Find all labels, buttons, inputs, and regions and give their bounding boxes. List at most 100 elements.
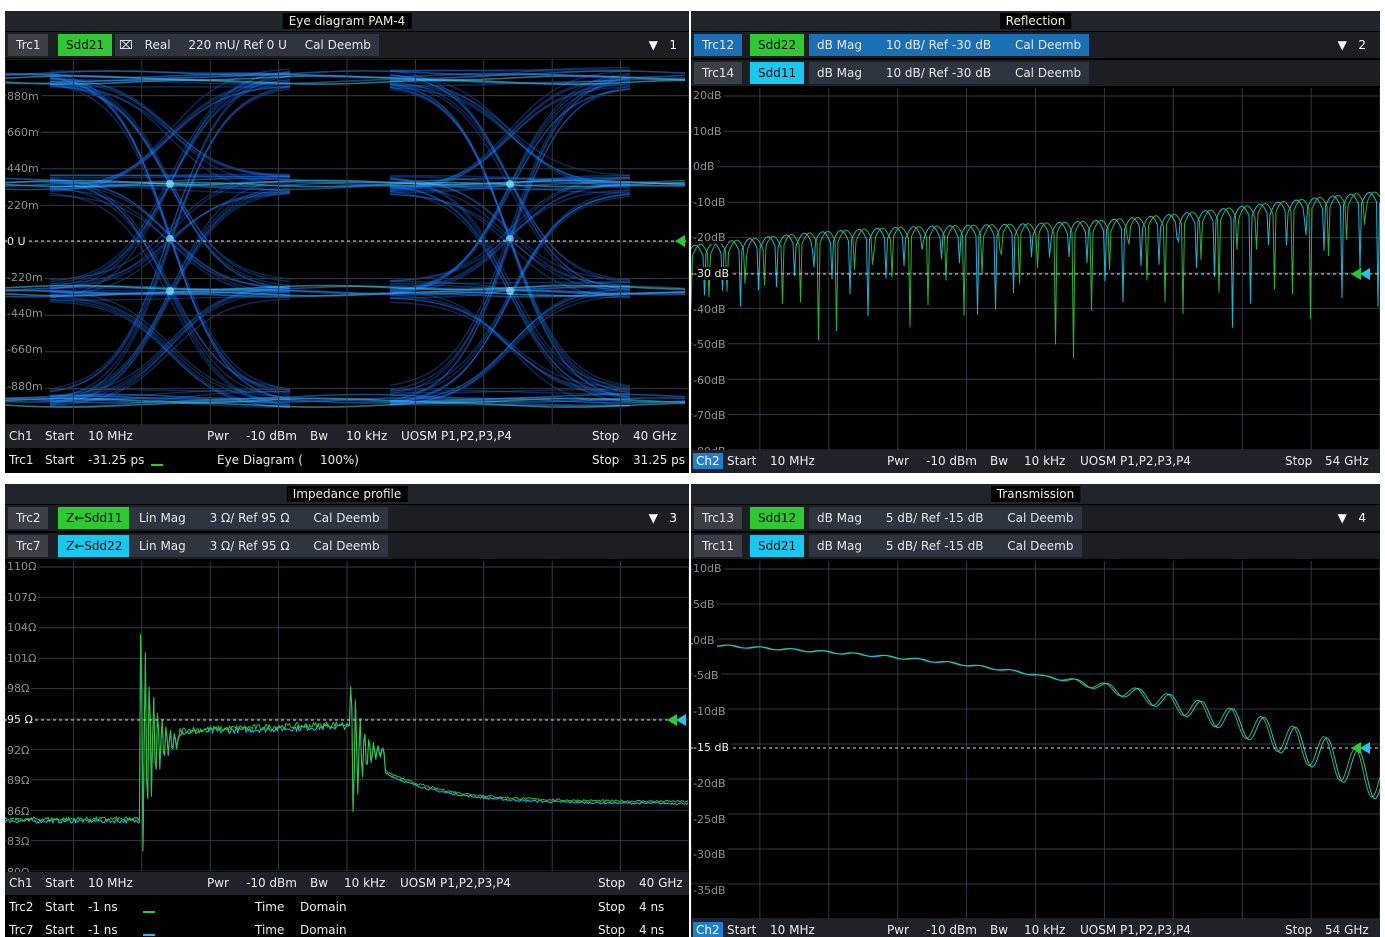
power-value[interactable]: -10 dBm — [926, 923, 977, 937]
trace-info-chip[interactable]: dB Mag 5 dB/ Ref -15 dB Cal Deemb — [809, 535, 1082, 557]
channel-label[interactable]: Ch2 — [693, 922, 723, 937]
trace-format: Real — [144, 38, 171, 52]
trace-line — [389, 295, 631, 406]
trace-info-chip[interactable]: dB Mag 5 dB/ Ref -15 dB Cal Deemb — [809, 507, 1082, 529]
channel-label[interactable]: Ch1 — [9, 876, 33, 890]
start-value[interactable]: 10 MHz — [770, 454, 815, 468]
stop-value[interactable]: 54 GHz — [1325, 923, 1369, 937]
stop-value[interactable]: 31.25 ps — [633, 453, 686, 467]
eye-crossing — [166, 180, 174, 188]
trace-name-chip[interactable]: Trc1 — [8, 34, 49, 56]
trace-row-trc14[interactable]: Trc14 Sdd11 dB Mag 10 dB/ Ref -30 dB Cal… — [691, 60, 1380, 86]
power-value[interactable]: -10 dBm — [246, 876, 297, 890]
trace-label[interactable]: Trc7 — [9, 923, 34, 937]
diagram-number-dropdown[interactable]: ▼ 1 — [649, 35, 677, 55]
trace-label[interactable]: Trc2 — [9, 900, 34, 914]
ports-value[interactable]: UOSM P1,P2,P3,P4 — [401, 429, 512, 443]
power-value[interactable]: -10 dBm — [926, 454, 977, 468]
trace-param-chip[interactable]: Sdd11 — [750, 62, 805, 84]
trace-name-chip[interactable]: Trc14 — [694, 62, 743, 84]
trace-row-trc11[interactable]: Trc11 Sdd21 dB Mag 5 dB/ Ref -15 dB Cal … — [691, 533, 1380, 559]
trace-line — [5, 633, 689, 850]
trace-info-chip[interactable]: Lin Mag 3 Ω/ Ref 95 Ω Cal Deemb — [129, 535, 388, 557]
reference-marker-icon[interactable] — [1360, 268, 1370, 280]
sweep-mode[interactable]: Eye Diagram ( — [217, 453, 303, 467]
trace-param-chip[interactable]: Sdd22 — [750, 34, 805, 56]
ports-value[interactable]: UOSM P1,P2,P3,P4 — [1080, 454, 1191, 468]
trace-row-trc12[interactable]: Trc12 Sdd22 dB Mag 10 dB/ Ref -30 dB Cal… — [691, 32, 1380, 58]
trace-line — [389, 74, 631, 386]
start-value[interactable]: -31.25 ps — [88, 453, 145, 467]
diagram-number-dropdown[interactable]: ▼ 4 — [1338, 508, 1366, 528]
reference-marker-icon[interactable] — [667, 714, 677, 726]
trace-info-chip[interactable]: dB Mag 10 dB/ Ref -30 dB Cal Deemb — [809, 62, 1090, 84]
stop-value[interactable]: 40 GHz — [639, 876, 683, 890]
stop-value[interactable]: 4 ns — [639, 900, 665, 914]
reflection-plot-area[interactable]: 20dB 10dB 0dB -10dB -20dB -30 dB -40dB -50dB -60… — [691, 88, 1380, 458]
diagram-reflection[interactable]: Reflection Trc12 Sdd22 dB Mag 10 dB/ Ref… — [691, 11, 1380, 473]
reference-marker-icon[interactable] — [1360, 742, 1370, 754]
trace-param-chip[interactable]: Sdd12 — [750, 507, 805, 529]
diagram-number-dropdown[interactable]: ▼ 2 — [1338, 35, 1366, 55]
diagram-number-dropdown[interactable]: ▼ 3 — [649, 508, 677, 528]
stop-value[interactable]: 54 GHz — [1325, 454, 1369, 468]
bandwidth-value[interactable]: 10 kHz — [344, 876, 386, 890]
y-axis-label: 880m — [7, 90, 41, 103]
trace-row-trc7[interactable]: Trc7 Z←Sdd22 Lin Mag 3 Ω/ Ref 95 Ω Cal D… — [5, 533, 689, 559]
trace-line — [389, 177, 631, 388]
bandwidth-value[interactable]: 10 kHz — [346, 429, 388, 443]
trace-line — [49, 298, 291, 408]
bandwidth-value[interactable]: 10 kHz — [1024, 454, 1066, 468]
trace-footer-trc2: Trc2 Start -1 ns Time Domain Stop 4 ns — [5, 896, 689, 919]
diagram-transmission[interactable]: Transmission Trc13 Sdd12 dB Mag 5 dB/ Re… — [691, 484, 1380, 937]
transmission-plot-area[interactable]: 10dB 5dB 0dB -5dB -10dB -15 dB -20dB -25dB -30dB… — [691, 561, 1380, 933]
stop-label: Stop — [598, 876, 626, 890]
trace-row-trc2[interactable]: Trc2 Z←Sdd11 Lin Mag 3 Ω/ Ref 95 Ω Cal D… — [5, 505, 689, 531]
reference-marker-icon[interactable] — [676, 714, 686, 726]
trace-label[interactable]: Trc1 — [9, 453, 34, 467]
trace-name-chip[interactable]: Trc7 — [8, 535, 49, 557]
grid-lines — [5, 561, 689, 871]
trace-name-chip[interactable]: Trc2 — [8, 507, 49, 529]
trace-info-chip[interactable]: dB Mag 10 dB/ Ref -30 dB Cal Deemb — [809, 34, 1090, 56]
trace-name-chip[interactable]: Trc13 — [694, 507, 743, 529]
trace-param-chip[interactable]: Sdd21 — [58, 34, 113, 56]
start-value[interactable]: 10 MHz — [770, 923, 815, 937]
trace-line — [5, 402, 686, 408]
start-value[interactable]: -1 ns — [88, 923, 118, 937]
reference-marker-icon[interactable] — [1351, 742, 1361, 754]
y-axis-label: -220m — [7, 271, 45, 284]
trace-info-chip[interactable]: ⌧ Real 220 mU/ Ref 0 U Cal Deemb — [115, 34, 379, 56]
reference-marker-icon[interactable] — [1351, 268, 1361, 280]
trace-param-chip[interactable]: Sdd21 — [750, 535, 805, 557]
trace-info-chip[interactable]: Lin Mag 3 Ω/ Ref 95 Ω Cal Deemb — [129, 507, 388, 529]
channel-label[interactable]: Ch2 — [693, 453, 723, 469]
reference-marker-icon[interactable] — [675, 235, 685, 247]
start-value[interactable]: 10 MHz — [88, 429, 133, 443]
trace-param-chip[interactable]: Z←Sdd11 — [58, 507, 131, 529]
stop-value[interactable]: 4 ns — [639, 923, 665, 937]
trace-name-chip[interactable]: Trc11 — [694, 535, 743, 557]
start-value[interactable]: 10 MHz — [88, 876, 133, 890]
trace-param-chip[interactable]: Z←Sdd22 — [58, 535, 131, 557]
sweep-mode[interactable]: Time — [255, 900, 285, 914]
ports-value[interactable]: UOSM P1,P2,P3,P4 — [400, 876, 511, 890]
trace-name-chip[interactable]: Trc12 — [694, 34, 743, 56]
power-value[interactable]: -10 dBm — [246, 429, 297, 443]
diagram-eye-pam4[interactable]: Eye diagram PAM-4 Trc1 Sdd21 ⌧ Real 220 … — [5, 11, 689, 473]
stop-label: Stop — [592, 453, 620, 467]
diagram-impedance-profile[interactable]: Impedance profile Trc2 Z←Sdd11 Lin Mag 3… — [5, 484, 689, 937]
ports-value[interactable]: UOSM P1,P2,P3,P4 — [1080, 923, 1191, 937]
start-value[interactable]: -1 ns — [88, 900, 118, 914]
trace-row-trc13[interactable]: Trc13 Sdd12 dB Mag 5 dB/ Ref -15 dB Cal … — [691, 505, 1380, 531]
trace-line — [50, 388, 291, 398]
trace-row-trc1[interactable]: Trc1 Sdd21 ⌧ Real 220 mU/ Ref 0 U Cal De… — [5, 32, 689, 58]
trace-line — [5, 184, 686, 191]
sweep-mode[interactable]: Time — [255, 923, 285, 937]
channel-label[interactable]: Ch1 — [9, 429, 33, 443]
bandwidth-value[interactable]: 10 kHz — [1024, 923, 1066, 937]
trace-line — [49, 77, 291, 178]
stop-value[interactable]: 40 GHz — [633, 429, 677, 443]
eye-plot-area[interactable]: 880m 660m 440m 220m 0 U -220m -440m -660m -880m — [5, 59, 689, 425]
